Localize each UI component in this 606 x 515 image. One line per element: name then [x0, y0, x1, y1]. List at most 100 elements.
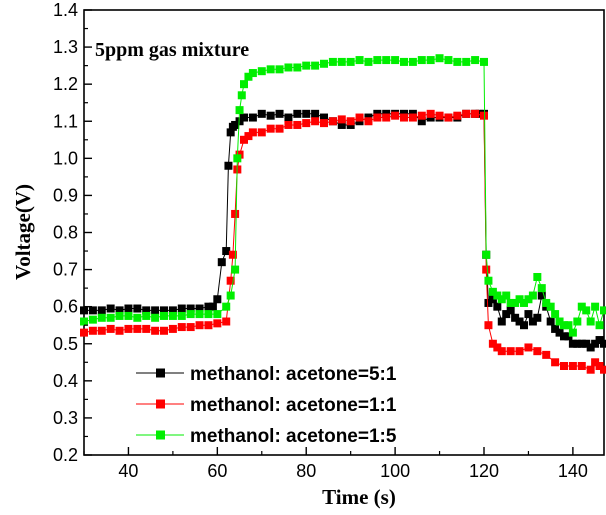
data-point — [284, 63, 293, 72]
data-point — [471, 109, 480, 118]
axes-layer: 40 60 80 100 120 140 0.2 0.3 0.4 0.5 0.6 0.7 0.8 0.9 1… — [53, 0, 588, 481]
data-point — [213, 310, 222, 319]
data-point — [480, 57, 488, 66]
data-point — [595, 336, 604, 345]
x-tick-label: 100 — [380, 461, 410, 481]
legend-marker — [156, 368, 165, 378]
data-point — [515, 295, 524, 304]
data-point — [600, 365, 606, 374]
data-point — [497, 317, 506, 326]
data-point — [355, 113, 364, 122]
data-point — [573, 339, 582, 348]
data-point — [151, 306, 160, 315]
data-point — [586, 343, 595, 352]
data-point — [577, 362, 586, 370]
legend: methanol: acetone=5:1 methanol: acetone=1… — [136, 364, 397, 447]
data-point — [124, 304, 133, 313]
data-point — [177, 323, 186, 332]
data-point — [355, 56, 364, 65]
data-point — [462, 109, 471, 118]
data-point — [275, 109, 284, 118]
data-point — [240, 113, 248, 122]
data-point — [391, 56, 400, 65]
data-point — [228, 250, 237, 259]
data-point — [244, 132, 253, 141]
data-point — [320, 59, 328, 68]
data-point — [488, 287, 497, 296]
data-point — [231, 209, 240, 218]
data-point — [168, 306, 177, 315]
data-point — [444, 113, 453, 122]
data-point — [115, 311, 124, 320]
data-point — [417, 111, 426, 120]
data-point — [302, 119, 311, 128]
data-point — [426, 56, 435, 65]
data-point — [266, 124, 275, 133]
data-point — [364, 57, 373, 66]
data-point — [600, 339, 606, 348]
data-point — [142, 324, 151, 333]
data-point — [168, 311, 177, 320]
data-point — [382, 113, 391, 122]
data-point — [248, 113, 257, 122]
data-point — [248, 69, 257, 78]
data-point — [115, 306, 124, 315]
data-point — [151, 326, 160, 335]
data-point — [233, 154, 242, 163]
data-point — [346, 57, 355, 66]
x-tick-label: 40 — [118, 461, 138, 481]
data-point — [311, 109, 320, 118]
data-point — [195, 321, 204, 330]
data-point — [240, 135, 248, 144]
data-point — [88, 306, 97, 315]
data-point — [488, 295, 497, 304]
y-tick-label: 0.3 — [53, 408, 78, 428]
data-point — [177, 311, 186, 320]
x-tick-label: 80 — [296, 461, 316, 481]
data-point — [408, 57, 417, 66]
data-point — [195, 310, 204, 319]
y-tick-label: 0.9 — [53, 185, 78, 205]
data-point — [591, 302, 600, 311]
data-point — [560, 321, 568, 330]
data-point — [213, 319, 222, 328]
data-point — [346, 117, 355, 126]
data-point — [511, 313, 520, 322]
data-point — [493, 343, 502, 352]
data-point — [568, 328, 577, 337]
data-point — [124, 324, 133, 333]
data-point — [177, 304, 186, 313]
data-point — [546, 317, 555, 326]
data-point — [462, 57, 471, 66]
data-point — [482, 250, 491, 259]
data-point — [231, 265, 240, 274]
y-axis-title: Voltage(V) — [11, 184, 35, 280]
series-3 — [80, 54, 606, 337]
data-point — [204, 321, 213, 330]
data-point — [482, 265, 491, 274]
data-point — [577, 302, 586, 311]
data-point — [328, 117, 337, 126]
data-point — [488, 339, 497, 348]
data-point — [471, 56, 480, 65]
data-point — [564, 321, 573, 330]
data-point — [337, 115, 346, 124]
data-point — [533, 273, 542, 281]
data-point — [275, 124, 284, 133]
data-point — [497, 295, 506, 304]
data-point — [293, 63, 302, 72]
y-tick-label: 1.2 — [53, 74, 78, 94]
data-point — [595, 362, 604, 370]
data-point — [453, 57, 462, 66]
data-point — [400, 113, 408, 122]
data-point — [564, 332, 573, 341]
data-point — [235, 106, 244, 115]
data-point — [520, 298, 528, 307]
data-point — [373, 113, 382, 122]
data-point — [337, 120, 346, 129]
data-point — [195, 304, 204, 313]
data-point — [244, 72, 253, 81]
data-point — [600, 306, 606, 315]
legend-label: methanol: acetone=1:1 — [190, 395, 397, 416]
y-tick-label: 0.7 — [53, 260, 78, 280]
